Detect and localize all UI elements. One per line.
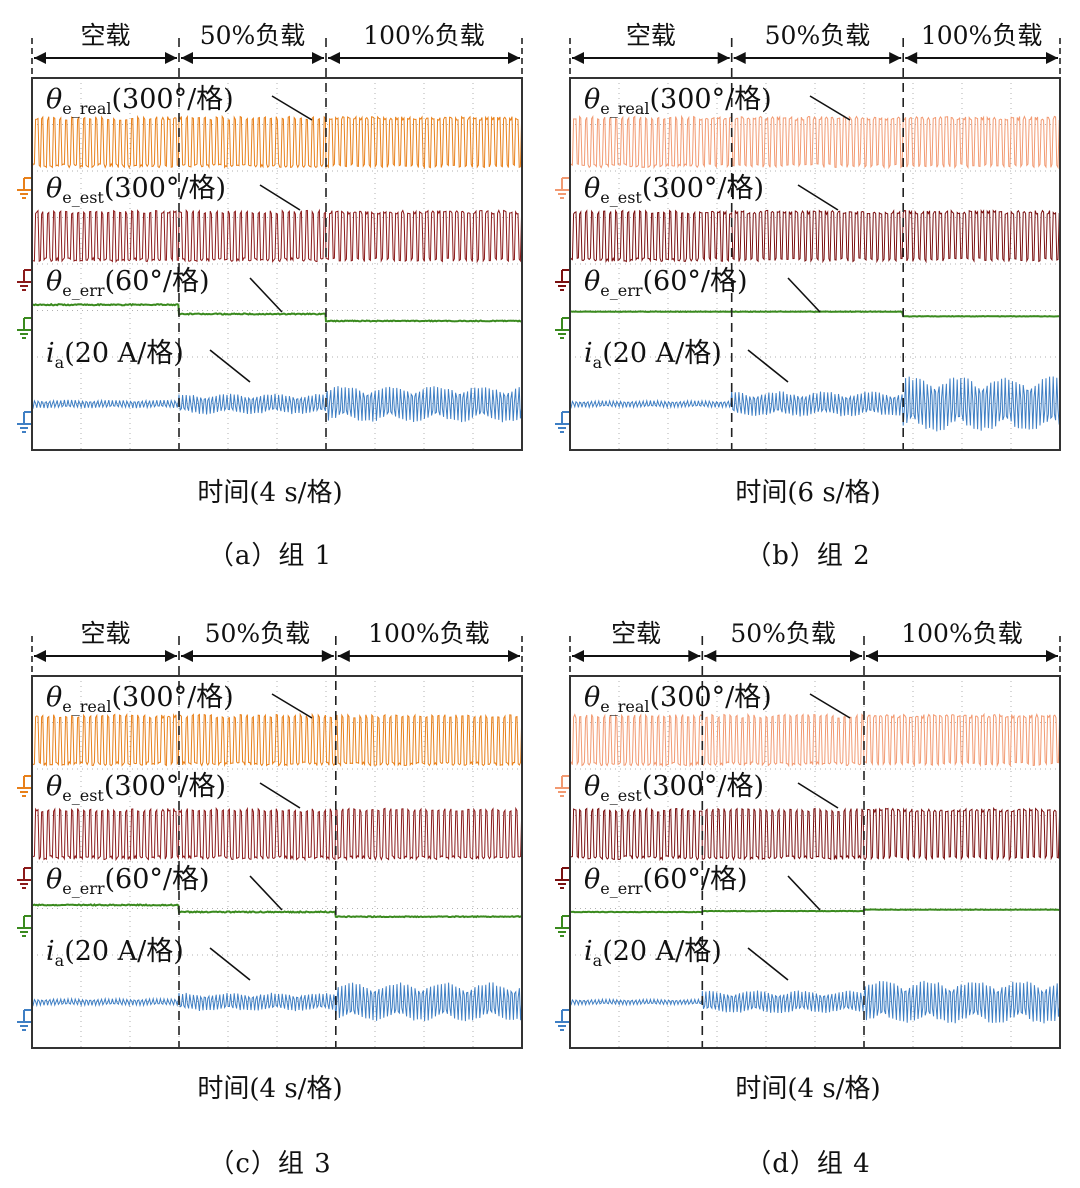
- arrowhead-right-icon: [165, 52, 177, 64]
- phase-label: 50%负载: [205, 619, 311, 648]
- waveform-θe_real: [570, 714, 1060, 765]
- arrowhead-left-icon: [905, 52, 917, 64]
- waveform-θe_err: [570, 909, 1060, 912]
- channel-label: ia(20 A/格): [46, 936, 184, 970]
- ground-marker-icon: [555, 318, 570, 338]
- panel-caption: （a）组 1: [10, 535, 530, 572]
- waveform-θe_real: [32, 715, 522, 766]
- ground-marker-icon: [17, 916, 32, 936]
- leader-line: [272, 96, 312, 120]
- arrowhead-right-icon: [508, 52, 520, 64]
- arrowhead-right-icon: [688, 650, 700, 662]
- leader-line: [210, 350, 250, 382]
- channel-label: θe_est(300°/格): [584, 771, 764, 805]
- channel-label: θe_err(60°/格): [584, 864, 748, 898]
- phase-label: 100%负载: [363, 21, 484, 50]
- waveform-ia: [570, 981, 1060, 1024]
- arrowhead-right-icon: [718, 52, 730, 64]
- channel-label: ia(20 A/格): [584, 936, 722, 970]
- arrowhead-right-icon: [850, 650, 862, 662]
- channel-label: θe_real(300°/格): [584, 84, 772, 118]
- ground-marker-icon: [17, 412, 32, 432]
- channel-label: θe_est(300°/格): [46, 771, 226, 805]
- x-axis-label: 时间(4 s/格): [10, 1068, 530, 1105]
- x-axis-label: 时间(4 s/格): [10, 472, 530, 509]
- arrowhead-right-icon: [312, 52, 324, 64]
- ground-marker-icon: [555, 916, 570, 936]
- phase-label: 100%负载: [921, 21, 1042, 50]
- phase-label: 空载: [626, 21, 676, 50]
- x-axis-label: 时间(4 s/格): [548, 1068, 1068, 1105]
- arrowhead-left-icon: [338, 650, 350, 662]
- ground-marker-icon: [17, 868, 32, 888]
- phase-label: 50%负载: [730, 619, 836, 648]
- arrowhead-left-icon: [572, 650, 584, 662]
- panel-caption: （b）组 2: [548, 535, 1068, 572]
- ground-marker-icon: [555, 1010, 570, 1030]
- leader-line: [748, 948, 788, 980]
- panel-b: 空载 50%负载 100%负载 θe_real(300°/格) θe_est(300°/…: [548, 0, 1068, 590]
- arrowhead-left-icon: [181, 52, 193, 64]
- arrowhead-left-icon: [734, 52, 746, 64]
- panel-a: 空载 50%负载 100%负载 θe_real(300°/格) θe_est(300°/…: [10, 0, 530, 590]
- ground-marker-icon: [17, 1010, 32, 1030]
- panel-c: 空载 50%负载 100%负载 θe_real(300°/格) θe_est(300°/…: [10, 598, 530, 1188]
- phase-label: 空载: [80, 21, 130, 50]
- arrowhead-left-icon: [572, 52, 584, 64]
- panel-caption: （c）组 3: [10, 1143, 530, 1180]
- leader-line: [810, 694, 850, 718]
- channel-label: ia(20 A/格): [584, 338, 722, 372]
- leader-line: [272, 694, 312, 718]
- channel-label: θe_err(60°/格): [46, 864, 210, 898]
- leader-line: [260, 783, 300, 808]
- leader-line: [810, 96, 850, 120]
- x-axis-label: 时间(6 s/格): [548, 472, 1068, 509]
- arrowhead-left-icon: [34, 650, 46, 662]
- ground-marker-icon: [555, 868, 570, 888]
- ground-marker-icon: [17, 270, 32, 290]
- arrowhead-left-icon: [328, 52, 340, 64]
- channel-label: θe_est(300°/格): [46, 173, 226, 207]
- channel-label: θe_err(60°/格): [584, 266, 748, 300]
- channel-label: θe_real(300°/格): [46, 682, 234, 716]
- phase-label: 100%负载: [368, 619, 489, 648]
- phase-label: 空载: [80, 619, 130, 648]
- phase-label: 50%负载: [765, 21, 871, 50]
- channel-label: ia(20 A/格): [46, 338, 184, 372]
- arrowhead-right-icon: [889, 52, 901, 64]
- leader-line: [260, 185, 300, 210]
- ground-marker-icon: [555, 178, 570, 198]
- leader-line: [210, 948, 250, 980]
- arrowhead-left-icon: [704, 650, 716, 662]
- arrowhead-right-icon: [1046, 52, 1058, 64]
- leader-line: [798, 783, 838, 808]
- ground-marker-icon: [17, 178, 32, 198]
- phase-label: 100%负载: [901, 619, 1022, 648]
- channel-label: θe_err(60°/格): [46, 266, 210, 300]
- arrowhead-right-icon: [322, 650, 334, 662]
- ground-marker-icon: [555, 412, 570, 432]
- arrowhead-right-icon: [1046, 650, 1058, 662]
- arrowhead-left-icon: [181, 650, 193, 662]
- leader-line: [748, 350, 788, 382]
- panel-d: 空载 50%负载 100%负载 θe_real(300°/格) θe_est(300°/…: [548, 598, 1068, 1188]
- leader-line: [798, 185, 838, 210]
- arrowhead-right-icon: [165, 650, 177, 662]
- arrowhead-right-icon: [508, 650, 520, 662]
- ground-marker-icon: [555, 776, 570, 796]
- phase-label: 空载: [611, 619, 661, 648]
- arrowhead-left-icon: [866, 650, 878, 662]
- panel-caption: （d）组 4: [548, 1143, 1068, 1180]
- channel-label: θe_real(300°/格): [584, 682, 772, 716]
- arrowhead-left-icon: [34, 52, 46, 64]
- channel-label: θe_real(300°/格): [46, 84, 234, 118]
- phase-label: 50%负载: [200, 21, 306, 50]
- ground-marker-icon: [555, 270, 570, 290]
- ground-marker-icon: [17, 776, 32, 796]
- ground-marker-icon: [17, 318, 32, 338]
- waveform-θe_real: [32, 117, 522, 168]
- waveform-ia: [32, 386, 522, 422]
- channel-label: θe_est(300°/格): [584, 173, 764, 207]
